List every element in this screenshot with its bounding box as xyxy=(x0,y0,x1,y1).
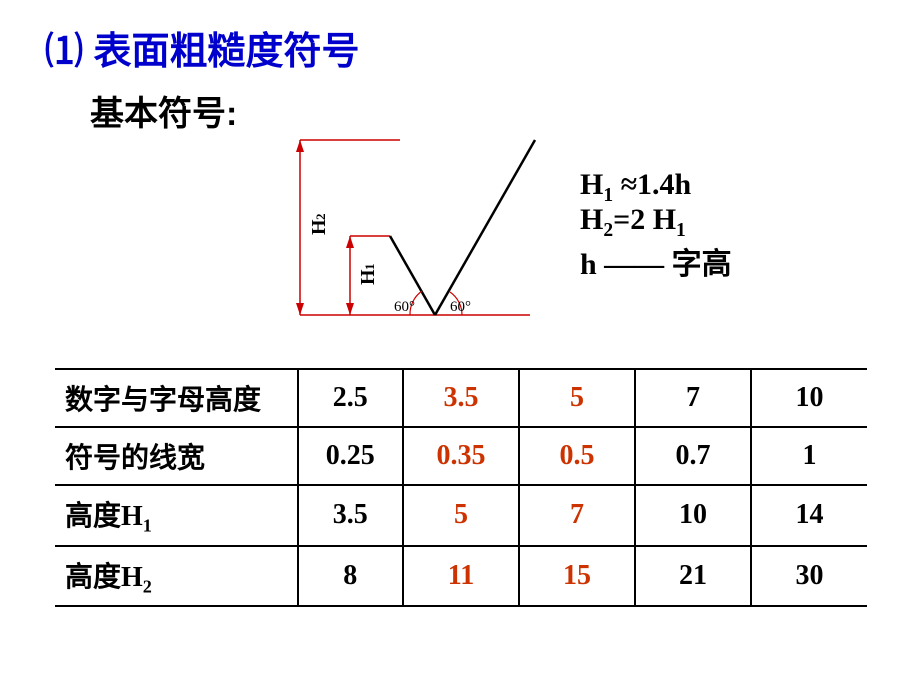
cell: 2.5 xyxy=(298,369,403,427)
formula-h: h —— 字高 xyxy=(580,239,732,283)
page-title: ⑴ 表面粗糙度符号 xyxy=(45,20,360,75)
row-label: 数字与字母高度 xyxy=(55,369,298,427)
cell: 8 xyxy=(298,546,403,607)
svg-text:H: H xyxy=(357,269,379,285)
cell: 3.5 xyxy=(298,485,403,546)
angle-left-label: 60° xyxy=(394,299,415,315)
cell: 3.5 xyxy=(403,369,519,427)
cell: 7 xyxy=(519,485,635,546)
cell: 11 xyxy=(403,546,519,607)
dimensions-table: 数字与字母高度 2.5 3.5 5 7 10 符号的线宽 0.25 0.35 0… xyxy=(55,368,867,607)
table-row: 高度H2 8 11 15 21 30 xyxy=(55,546,867,607)
row-label: 符号的线宽 xyxy=(55,427,298,485)
cell: 10 xyxy=(751,369,867,427)
cell: 0.5 xyxy=(519,427,635,485)
row-label: 高度H1 xyxy=(55,485,298,546)
roughness-symbol-diagram: H 2 H 1 60° 60° xyxy=(270,120,550,340)
cell: 5 xyxy=(403,485,519,546)
cell: 21 xyxy=(635,546,751,607)
table-row: 符号的线宽 0.25 0.35 0.5 0.7 1 xyxy=(55,427,867,485)
formula-h1: H1 ≈1.4h xyxy=(580,168,691,207)
cell: 1 xyxy=(751,427,867,485)
cell: 7 xyxy=(635,369,751,427)
table-row: 数字与字母高度 2.5 3.5 5 7 10 xyxy=(55,369,867,427)
svg-text:1: 1 xyxy=(362,264,377,271)
cell: 5 xyxy=(519,369,635,427)
cell: 15 xyxy=(519,546,635,607)
cell: 0.25 xyxy=(298,427,403,485)
formula-h2: H2=2 H1 xyxy=(580,203,686,242)
cell: 0.7 xyxy=(635,427,751,485)
angle-right-label: 60° xyxy=(450,299,471,315)
row-label: 高度H2 xyxy=(55,546,298,607)
subtitle: 基本符号: xyxy=(90,86,237,135)
cell: 14 xyxy=(751,485,867,546)
cell: 30 xyxy=(751,546,867,607)
svg-text:H: H xyxy=(308,219,330,235)
table-row: 高度H1 3.5 5 7 10 14 xyxy=(55,485,867,546)
cell: 0.35 xyxy=(403,427,519,485)
svg-text:2: 2 xyxy=(313,214,328,221)
cell: 10 xyxy=(635,485,751,546)
